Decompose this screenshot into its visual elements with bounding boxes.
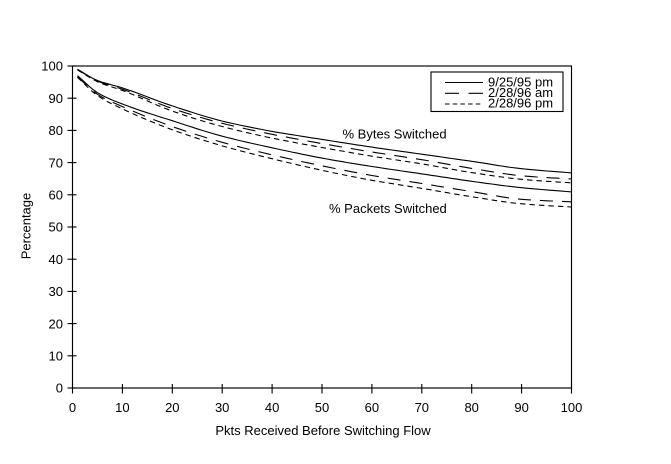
svg-text:10: 10 [49,349,63,364]
svg-text:90: 90 [514,400,528,415]
svg-text:30: 30 [215,400,229,415]
svg-text:50: 50 [315,400,329,415]
svg-text:10: 10 [115,400,129,415]
svg-text:60: 60 [49,188,63,203]
svg-text:40: 40 [49,252,63,267]
svg-text:Percentage: Percentage [19,193,34,260]
svg-text:2/28/96 pm: 2/28/96 pm [488,96,553,111]
svg-text:30: 30 [49,284,63,299]
svg-text:20: 20 [49,316,63,331]
svg-text:20: 20 [165,400,179,415]
svg-text:0: 0 [69,400,76,415]
svg-text:100: 100 [41,59,63,74]
svg-text:9/25/95 pm: 9/25/95 pm [488,74,553,89]
svg-text:60: 60 [365,400,379,415]
svg-text:80: 80 [49,123,63,138]
svg-text:80: 80 [464,400,478,415]
svg-text:2/28/96 am: 2/28/96 am [488,85,553,100]
svg-text:70: 70 [49,155,63,170]
svg-text:Pkts Received Before Switching: Pkts Received Before Switching Flow [215,423,431,438]
svg-text:90: 90 [49,91,63,106]
svg-text:% Bytes Switched: % Bytes Switched [343,127,447,142]
svg-text:% Packets Switched: % Packets Switched [329,201,447,216]
svg-text:40: 40 [265,400,279,415]
svg-text:0: 0 [56,381,63,396]
svg-text:70: 70 [415,400,429,415]
svg-text:50: 50 [49,220,63,235]
svg-text:100: 100 [561,400,583,415]
